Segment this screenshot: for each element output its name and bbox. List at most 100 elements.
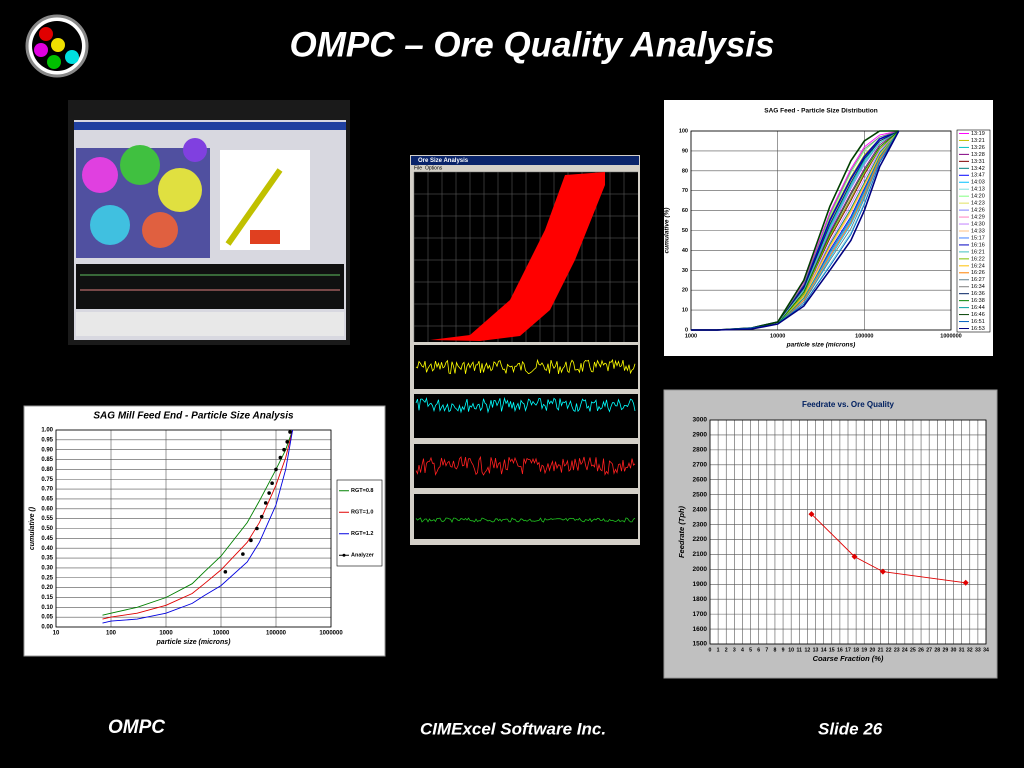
y-tick-label: 20	[682, 288, 688, 294]
data-point	[249, 538, 253, 543]
y-tick-label: 2800	[693, 447, 708, 454]
data-point	[278, 455, 283, 460]
y-tick-label: 1500	[693, 641, 708, 648]
x-tick-label: 10000	[770, 333, 785, 339]
y-tick-label: 0.20	[41, 585, 53, 591]
y-tick-label: 0.55	[41, 516, 53, 522]
x-tick-label: 1000000	[940, 333, 961, 339]
y-tick-label: 2400	[693, 506, 708, 513]
x-tick-label: 30	[951, 647, 957, 653]
photo	[68, 100, 350, 345]
trace	[415, 358, 636, 375]
series-line	[102, 429, 294, 616]
chart-title: Feedrate vs. Ore Quality	[802, 400, 895, 409]
y-tick-label: 2100	[693, 551, 708, 558]
y-tick-label: 0.30	[41, 565, 53, 571]
series-line	[102, 429, 294, 624]
data-point	[241, 552, 245, 556]
y-tick-label: 1800	[693, 596, 708, 603]
data-point	[808, 511, 815, 518]
y-tick-label: 0.25	[41, 575, 53, 581]
trace	[415, 517, 636, 523]
series-line	[811, 513, 966, 584]
legend-label: 14:20	[971, 194, 985, 200]
legend-label: 13:42	[971, 166, 985, 172]
y-tick-label: 0.00	[41, 625, 53, 631]
plot-frame	[709, 419, 987, 645]
x-tick-label: 10	[788, 647, 794, 653]
y-tick-label: 10	[682, 308, 688, 314]
menu-item[interactable]: File	[414, 165, 422, 171]
y-tick-label: 0.90	[41, 447, 53, 453]
data-point	[270, 481, 274, 485]
legend-label: 13:28	[971, 152, 985, 158]
legend-label: 13:31	[971, 159, 985, 165]
x-tick-label: 100000	[855, 333, 873, 339]
y-tick-label: 2000	[693, 566, 708, 573]
data-point	[223, 570, 228, 574]
x-tick-label: 100000	[266, 631, 287, 637]
x-tick-label: 24	[902, 647, 908, 653]
x-tick-label: 25	[910, 647, 916, 653]
trace	[415, 455, 636, 476]
y-tick-label: 1600	[693, 626, 708, 633]
x-tick-label: 33	[975, 647, 981, 653]
y-tick-label: 0.60	[41, 506, 53, 512]
legend-label: 14:30	[971, 221, 985, 227]
chart-title: SAG Feed - Particle Size Distribution	[764, 108, 877, 115]
data-point	[285, 440, 290, 444]
x-tick-label: 34	[983, 647, 989, 653]
legend-label: Analyzer	[351, 553, 375, 559]
x-tick-label: 28	[934, 647, 940, 653]
legend-label: 16:26	[971, 270, 985, 276]
y-tick-label: 0.65	[41, 497, 53, 503]
legend-label: RGT=1.0	[351, 510, 373, 516]
x-tick-label: 13	[813, 647, 819, 653]
legend-label: 16:51	[971, 319, 985, 325]
footer-right: Slide 26	[818, 719, 883, 738]
y-tick-label: 60	[682, 208, 688, 214]
y-tick-label: 0.80	[41, 467, 53, 473]
legend-label: 14:26	[971, 208, 985, 214]
x-tick-label: 1000000	[319, 631, 343, 637]
menu-item[interactable]: Options	[425, 165, 443, 171]
x-tick-label: 6	[757, 647, 760, 653]
y-tick-label: 100	[679, 128, 688, 134]
x-tick-label: 15	[829, 647, 835, 653]
y-axis-label: cumulative (%)	[664, 208, 671, 254]
x-tick-label: 4	[741, 647, 744, 653]
x-tick-label: 14	[821, 647, 827, 653]
data-point	[255, 526, 259, 531]
y-tick-label: 2900	[693, 432, 708, 439]
plot-frame	[690, 130, 952, 331]
x-tick-label: 7	[765, 647, 768, 653]
footer-left: OMPC	[108, 717, 165, 738]
x-tick-label: 23	[894, 647, 900, 653]
data-point	[263, 501, 268, 505]
legend-label: RGT=1.2	[351, 531, 373, 537]
x-tick-label: 31	[959, 647, 965, 653]
chart-panel	[23, 405, 386, 657]
x-tick-label: 26	[918, 647, 924, 653]
y-tick-label: 0.70	[41, 487, 53, 493]
y-tick-label: 0.35	[41, 556, 53, 562]
legend-label: 14:23	[971, 201, 985, 207]
legend-label: RGT=0.8	[351, 488, 373, 494]
legend-label: 13:21	[971, 138, 985, 144]
y-tick-label: 0.45	[41, 536, 53, 542]
y-tick-label: 40	[682, 248, 688, 254]
data-point	[267, 491, 271, 495]
legend-label: 15:17	[971, 235, 985, 241]
y-tick-label: 2300	[693, 521, 708, 528]
y-tick-label: 3000	[693, 417, 708, 424]
data-point	[851, 553, 858, 560]
y-axis-label: Feedrate (Tph)	[677, 505, 686, 558]
legend-label: 16:34	[971, 284, 985, 290]
y-tick-label: 2600	[693, 476, 708, 483]
plot-frame	[55, 429, 332, 628]
y-tick-label: 50	[682, 228, 688, 234]
x-tick-label: 12	[805, 647, 811, 653]
y-tick-label: 0.95	[41, 437, 53, 443]
data-point	[274, 467, 278, 472]
